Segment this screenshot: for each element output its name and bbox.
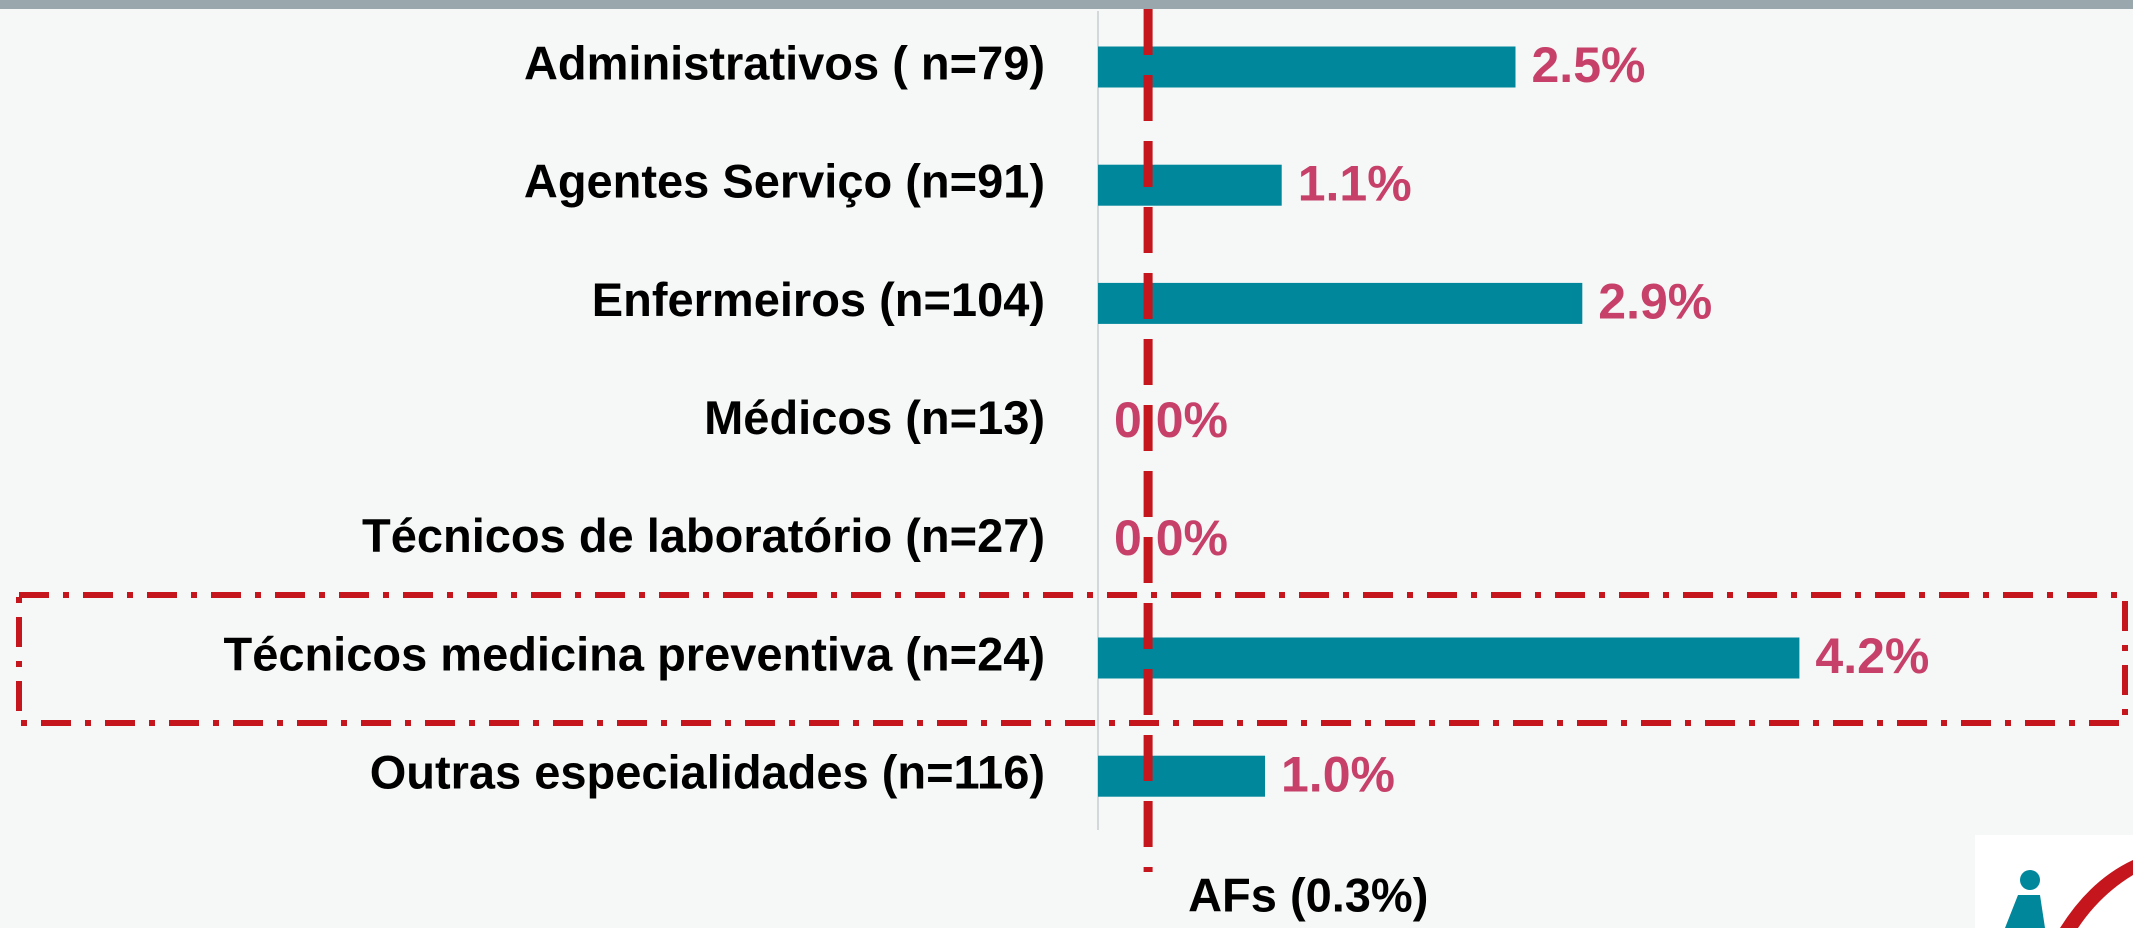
value-label: 4.2% xyxy=(1815,628,1929,684)
category-label: Agentes Serviço (n=91) xyxy=(524,155,1045,208)
highlight-box xyxy=(16,592,2128,726)
category-label: Enfermeiros (n=104) xyxy=(592,273,1045,326)
category-label: Outras especialidades (n=116) xyxy=(370,746,1045,799)
top-border xyxy=(0,0,2133,9)
reference-label: AFs (0.3%) xyxy=(1188,868,1428,921)
value-label: 2.5% xyxy=(1532,37,1646,93)
category-label: Técnicos medicina preventiva (n=24) xyxy=(223,627,1045,680)
category-label: Administrativos ( n=79) xyxy=(524,36,1045,89)
category-label: Médicos (n=13) xyxy=(704,391,1045,444)
value-label: 1.0% xyxy=(1281,746,1395,802)
value-label: 2.9% xyxy=(1598,274,1712,330)
logo xyxy=(1975,835,2133,928)
bar xyxy=(1098,164,1282,206)
value-label: 1.1% xyxy=(1298,155,1412,211)
category-label: Técnicos de laboratório (n=27) xyxy=(362,509,1045,562)
logo-figure xyxy=(2005,895,2045,928)
logo-swoosh xyxy=(2060,860,2133,928)
bar xyxy=(1098,46,1516,88)
bar xyxy=(1098,282,1583,324)
value-label: 0.0% xyxy=(1114,510,1228,566)
bar xyxy=(1098,755,1265,797)
value-label: 0.0% xyxy=(1114,392,1228,448)
logo-dot xyxy=(2020,870,2040,890)
bar xyxy=(1098,637,1800,679)
